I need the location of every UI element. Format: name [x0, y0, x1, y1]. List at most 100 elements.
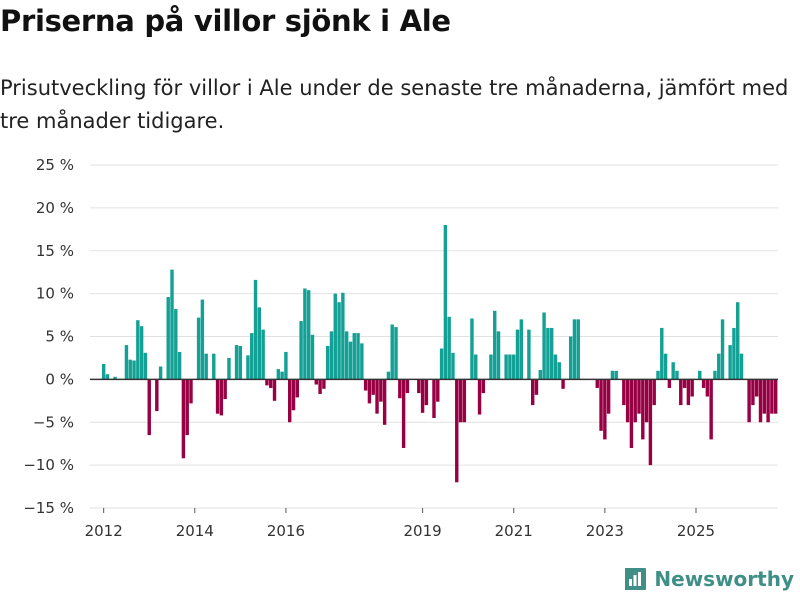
bar: [614, 370, 618, 380]
bar: [766, 379, 770, 423]
bar: [344, 331, 349, 380]
bar: [325, 345, 330, 380]
bar: [432, 379, 436, 418]
bar: [265, 379, 269, 386]
bar: [462, 379, 467, 423]
bar: [637, 379, 641, 414]
bar: [686, 379, 691, 406]
bar: [534, 379, 539, 395]
bar: [641, 379, 645, 440]
bar: [496, 331, 501, 380]
bar: [603, 379, 607, 440]
y-tick-label: −15 %: [23, 499, 74, 517]
bar: [101, 363, 106, 380]
bar: [299, 321, 303, 380]
bar: [633, 379, 637, 423]
bar: [652, 379, 656, 406]
bar: [713, 370, 717, 380]
bar: [398, 379, 402, 399]
bar: [363, 379, 368, 391]
bar: [105, 374, 110, 380]
bar: [481, 379, 486, 394]
bar: [276, 369, 281, 380]
bar: [546, 327, 550, 380]
bar: [200, 299, 205, 380]
bar: [234, 345, 239, 380]
bar: [215, 379, 220, 414]
bar: [606, 379, 611, 414]
bar: [314, 379, 318, 385]
x-tick-label: 2016: [267, 522, 305, 540]
bar: [568, 336, 573, 380]
bar: [709, 379, 713, 440]
bar: [610, 370, 615, 380]
bar: [644, 379, 649, 423]
bar: [166, 297, 170, 380]
bar: [443, 225, 448, 380]
bar: [352, 333, 356, 380]
bar: [253, 279, 258, 380]
bar: [269, 379, 273, 388]
bar: [390, 324, 394, 380]
bar: [720, 319, 725, 380]
bar: [622, 379, 626, 406]
bar: [113, 376, 117, 380]
bar: [542, 312, 546, 380]
bar: [261, 329, 265, 380]
bar: [136, 320, 140, 380]
y-tick-label: 15 %: [36, 242, 74, 260]
bar: [329, 331, 334, 380]
bar: [356, 333, 360, 380]
bar: [755, 379, 759, 397]
bar: [280, 371, 284, 380]
y-tick-label: 20 %: [36, 199, 74, 217]
bar: [667, 379, 672, 388]
bar: [227, 357, 231, 380]
bar: [424, 379, 429, 406]
bar: [698, 370, 702, 380]
bar: [288, 379, 292, 423]
bar: [629, 379, 634, 448]
bar: [530, 379, 535, 406]
bar: [204, 353, 208, 380]
bar: [371, 379, 375, 395]
bar: [174, 309, 178, 380]
bar: [436, 379, 440, 402]
bar: [181, 379, 186, 459]
bar: [147, 379, 151, 436]
bar: [728, 345, 732, 380]
bar: [519, 319, 524, 380]
x-tick-label: 2019: [404, 522, 442, 540]
bar: [458, 379, 463, 423]
bar: [257, 307, 262, 380]
brand-logo[interactable]: Newsworthy: [622, 564, 794, 594]
bar: [656, 370, 660, 380]
chart-title: Priserna på villor sjönk i Ale: [0, 4, 451, 38]
bar: [549, 327, 554, 380]
bar: [360, 343, 364, 380]
bar: [527, 329, 531, 380]
bar: [470, 318, 474, 380]
bar: [337, 302, 341, 380]
bar: [682, 379, 687, 388]
bar: [557, 362, 561, 380]
bar: [758, 379, 763, 423]
bar: [625, 379, 630, 423]
x-tick-label: 2023: [586, 522, 624, 540]
bar: [310, 334, 315, 380]
bar: [770, 379, 774, 414]
bar: [538, 369, 543, 380]
x-tick-label: 2021: [495, 522, 533, 540]
bar: [401, 379, 406, 448]
y-tick-label: −10 %: [23, 456, 74, 474]
bar: [717, 353, 721, 380]
bar: [379, 379, 383, 402]
bar: [417, 379, 421, 394]
bar: [341, 292, 345, 380]
bar: [128, 359, 132, 380]
bar: [561, 379, 565, 389]
bar: [595, 379, 599, 388]
bar: [375, 379, 379, 414]
y-tick-label: 25 %: [36, 156, 74, 174]
bar: [474, 354, 478, 380]
